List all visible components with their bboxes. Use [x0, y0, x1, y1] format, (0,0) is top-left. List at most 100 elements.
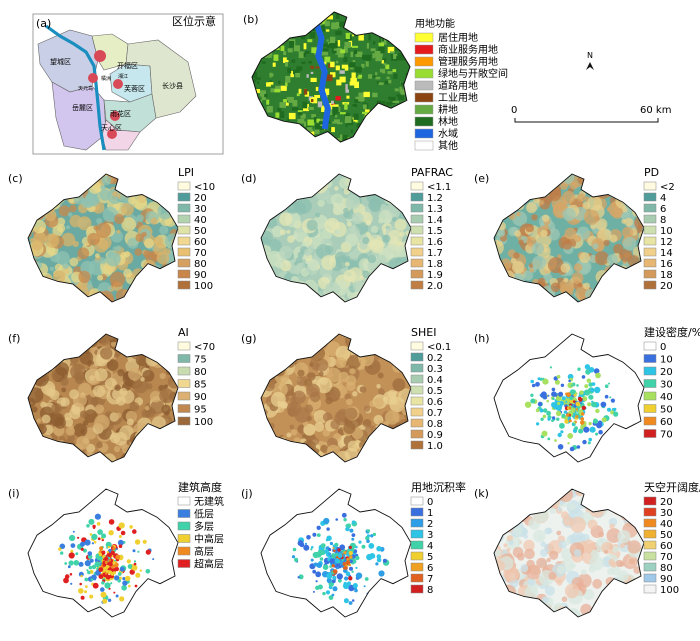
panel-e-patch: [500, 258, 512, 271]
landuse-patch: [295, 72, 301, 78]
landuse-patch: [344, 116, 352, 123]
landuse-patch: [293, 23, 296, 28]
landuse-patch: [326, 15, 333, 20]
landuse-patch: [348, 22, 352, 30]
panel-d-patch: [394, 175, 407, 188]
panel-c-patch: [53, 270, 66, 283]
panel-d-legend-label: 1.8: [427, 259, 443, 270]
panel-f-patch: [151, 454, 165, 462]
panel-e-patch: [583, 282, 590, 290]
panel-k-patch: [612, 602, 625, 615]
panel-g-patch: [315, 358, 329, 372]
landuse-patch: [261, 20, 264, 25]
landuse-patch: [252, 79, 257, 82]
panel-h-patch: [578, 428, 584, 434]
panel-i-patch: [101, 533, 107, 539]
panel-c-patch: [54, 191, 65, 202]
landuse-patch: [300, 113, 306, 119]
panel-e-patch: [612, 179, 624, 192]
panel-f-patch: [34, 354, 44, 365]
landuse-patch: [273, 121, 278, 125]
panel-h-legend-swatch: [643, 366, 657, 376]
panel-c-patch: [124, 181, 140, 197]
panel-c-patch: [28, 205, 32, 213]
panel-k-patch: [514, 596, 524, 606]
panel-k-patch: [538, 614, 545, 617]
panel-f-patch: [55, 344, 64, 353]
panel-k-patch: [617, 570, 629, 582]
panel-j-patch: [368, 543, 375, 549]
panel-g-patch: [265, 456, 274, 462]
landuse-patch: [324, 56, 331, 63]
landuse-patch: [356, 122, 361, 128]
panel-k-patch: [622, 607, 639, 617]
panel-j-map: [291, 512, 390, 605]
panel-f-patch: [159, 341, 168, 349]
panel-c-patch: [115, 245, 122, 252]
panel-i-patch: [115, 594, 119, 598]
panel-h-patch: [595, 408, 600, 414]
landuse-patch: [398, 22, 405, 29]
panel-h-letter: (h): [474, 332, 490, 345]
panel-k-patch: [546, 557, 551, 563]
landuse-patch: [269, 23, 276, 28]
panel-e-patch: [503, 183, 509, 189]
panel-f-patch: [40, 362, 47, 370]
landuse-patch: [393, 23, 401, 30]
landuse-patch: [392, 29, 398, 32]
landuse-patch: [327, 120, 331, 124]
panel-e-patch: [503, 292, 510, 299]
landuse-patch: [295, 30, 300, 33]
panel-f-patch: [59, 449, 70, 460]
panel-d-patch: [270, 196, 283, 209]
panel-e-patch: [613, 176, 624, 188]
panel-d-patch: [369, 239, 384, 254]
panel-i-patch: [60, 551, 64, 555]
landuse-patch: [399, 122, 402, 130]
panel-g-patch: [385, 430, 398, 444]
panel-d-patch: [351, 212, 364, 225]
panel-k-legend-swatch: [643, 518, 657, 528]
panel-f-patch: [28, 442, 39, 457]
panel-c-patch: [42, 281, 53, 292]
panel-d-patch: [307, 259, 320, 271]
panel-i-patch: [97, 557, 100, 561]
panel-i-patch: [89, 594, 94, 599]
landuse-patch: [376, 100, 381, 104]
panel-c-patch: [50, 290, 61, 301]
panel-g-patch: [261, 349, 269, 363]
panel-d-patch: [379, 272, 387, 280]
landuse-patch: [402, 119, 406, 122]
panel-h-patch: [581, 375, 586, 379]
panel-e-patch: [512, 261, 525, 274]
landuse-patch: [269, 72, 272, 78]
panel-g-patch: [330, 419, 340, 430]
label-wangcheng: 望城区: [50, 57, 71, 66]
landuse-patch: [355, 96, 361, 100]
landuse-patch: [351, 12, 355, 19]
panel-g-patch: [302, 338, 314, 350]
landuse-patch: [344, 46, 348, 53]
panel-e-patch: [596, 184, 611, 199]
panel-c-patch: [148, 280, 165, 296]
landuse-patch: [407, 22, 410, 26]
landuse-patch: [296, 93, 300, 97]
panel-h-core-patch: [579, 390, 584, 395]
panel-g-patch: [275, 449, 283, 456]
panel-f-patch: [128, 367, 142, 381]
panel-g-patch: [300, 334, 317, 346]
panel-d-patch: [343, 207, 349, 214]
landuse-patch: [362, 111, 368, 115]
panel-d-patch: [271, 194, 283, 206]
panel-j-patch: [338, 578, 342, 583]
panel-g-legend-label: 1.0: [427, 441, 443, 452]
panel-j-patch: [292, 547, 297, 552]
panel-d-patch: [364, 177, 374, 187]
panel-f-patch: [66, 334, 73, 338]
panel-d-patch: [400, 193, 408, 201]
panel-e-legend-swatch: [643, 214, 657, 224]
panel-c-patch: [85, 193, 92, 200]
landuse-patch: [378, 82, 384, 86]
panel-d-patch: [306, 219, 318, 231]
panel-h-patch: [546, 399, 549, 403]
